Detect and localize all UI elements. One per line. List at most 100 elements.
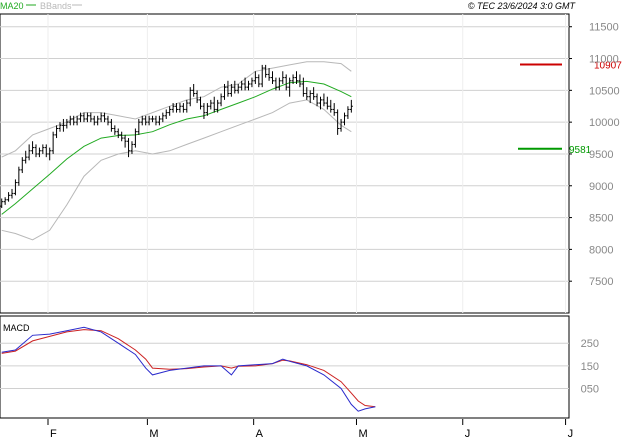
ohlc-bar bbox=[315, 93, 319, 107]
ohlc-bar bbox=[168, 106, 172, 116]
ohlc-bar bbox=[195, 90, 199, 104]
price-levels: 10907 9581 bbox=[518, 60, 622, 156]
x-tick-label: F bbox=[50, 428, 57, 440]
ohlc-bar bbox=[0, 198, 4, 209]
ohlc-bar bbox=[31, 141, 35, 154]
x-tick-label: J bbox=[568, 428, 574, 440]
resistance-label: 10907 bbox=[594, 60, 622, 71]
ohlc-bar bbox=[51, 131, 55, 154]
ohlc-bar bbox=[113, 125, 117, 135]
x-tick-label: A bbox=[256, 428, 264, 440]
ohlc-bar bbox=[298, 74, 302, 88]
ohlc-bar bbox=[85, 112, 89, 123]
x-tick-label: M bbox=[358, 428, 367, 440]
ohlc-bar bbox=[144, 115, 148, 126]
ohlc-bar bbox=[219, 93, 223, 107]
ohlc-bar bbox=[288, 77, 292, 97]
macd-title: MACD bbox=[3, 323, 30, 333]
ohlc-bar bbox=[199, 96, 203, 110]
ohlc-bar bbox=[202, 103, 206, 119]
ohlc-bar bbox=[140, 115, 144, 126]
ohlc-bar bbox=[154, 115, 158, 126]
price-panel-frame bbox=[0, 13, 570, 314]
ohlc-bar bbox=[229, 83, 233, 97]
ma20-polyline bbox=[1, 80, 352, 215]
ohlc-bar bbox=[342, 112, 346, 126]
price-tick-label: 8000 bbox=[589, 244, 613, 256]
ohlc-bar bbox=[312, 87, 316, 100]
ohlc-bar bbox=[329, 99, 333, 113]
ohlc-bar bbox=[171, 103, 175, 113]
ohlc-bar bbox=[10, 188, 14, 199]
ohlc-bar bbox=[216, 99, 220, 113]
macd-tick-label: 150 bbox=[581, 361, 599, 373]
ohlc-bar bbox=[147, 115, 151, 126]
ohlc-bar bbox=[27, 144, 31, 161]
ohlc-bar bbox=[58, 122, 62, 132]
price-panel-border bbox=[0, 13, 570, 314]
ohlc-bar bbox=[250, 77, 254, 88]
ohlc-bar bbox=[178, 103, 182, 113]
ohlc-bar bbox=[79, 112, 83, 123]
ohlc-bar bbox=[133, 128, 137, 148]
ohlc-bar bbox=[92, 115, 96, 126]
ohlc-bar bbox=[75, 115, 79, 126]
ohlc-bar bbox=[34, 144, 38, 158]
ohlc-bar bbox=[301, 77, 305, 97]
macd-tick-label: 050 bbox=[581, 384, 599, 396]
ohlc-bar bbox=[212, 96, 216, 113]
ohlc-bar bbox=[44, 144, 48, 158]
ohlc-bar bbox=[226, 80, 230, 97]
macd-lines bbox=[1, 326, 376, 412]
x-tick-label: J bbox=[465, 428, 471, 440]
ohlc-bar bbox=[130, 141, 134, 154]
price-y-axis: 7500 8000 8500 9000 9500 10000 10500 11000 11500 bbox=[569, 22, 620, 288]
ohlc-bar bbox=[103, 112, 107, 123]
ohlc-bar bbox=[236, 83, 240, 94]
ohlc-bar bbox=[17, 166, 21, 186]
ohlc-bar bbox=[65, 118, 69, 129]
ohlc-bar bbox=[68, 115, 72, 126]
ohlc-bar bbox=[151, 115, 155, 123]
ohlc-bar bbox=[188, 87, 192, 107]
bollinger-bands bbox=[1, 61, 352, 241]
ohlc-bar bbox=[41, 144, 45, 154]
price-tick-label: 10000 bbox=[589, 117, 620, 129]
ohlc-bar bbox=[325, 96, 329, 110]
ohlc-bar bbox=[277, 77, 281, 91]
ohlc-bar bbox=[253, 71, 257, 84]
ohlc-bar bbox=[291, 74, 295, 84]
ohlc-bar bbox=[61, 118, 65, 132]
ohlc-bar bbox=[123, 134, 127, 148]
ohlc-bar bbox=[308, 90, 312, 104]
macd-panel-frame bbox=[0, 315, 570, 419]
ohlc-bar bbox=[243, 77, 247, 91]
ohlc-bar bbox=[72, 115, 76, 126]
ohlc-bar bbox=[37, 147, 41, 158]
ohlc-bar bbox=[322, 93, 326, 107]
ohlc-bar bbox=[20, 157, 24, 174]
ohlc-bar bbox=[96, 115, 100, 126]
ohlc-bar bbox=[281, 71, 285, 84]
ma20-line bbox=[1, 80, 352, 215]
legend-bbands: BBands bbox=[40, 1, 72, 11]
ohlc-bar bbox=[305, 87, 309, 100]
ohlc-bar bbox=[13, 179, 17, 196]
price-tick-label: 9000 bbox=[589, 181, 613, 193]
ohlc-bar bbox=[7, 192, 11, 202]
legend-ma20: MA20 bbox=[0, 1, 24, 11]
ohlc-bar bbox=[267, 68, 271, 81]
ohlc-bar bbox=[233, 80, 237, 94]
ohlc-bar bbox=[24, 150, 28, 164]
chart-header: MA20 BBands © TEC 23/6/2024 3:0 GMT bbox=[0, 1, 576, 11]
price-tick-label: 7500 bbox=[589, 276, 613, 288]
ohlc-bar bbox=[82, 112, 86, 123]
ohlc-bars bbox=[0, 64, 353, 209]
ohlc-bar bbox=[257, 74, 261, 88]
macd-grid bbox=[0, 342, 569, 390]
ohlc-bar bbox=[120, 131, 124, 142]
ohlc-bar bbox=[127, 138, 131, 158]
bband-upper-line bbox=[1, 61, 352, 158]
ohlc-bar bbox=[318, 96, 322, 110]
